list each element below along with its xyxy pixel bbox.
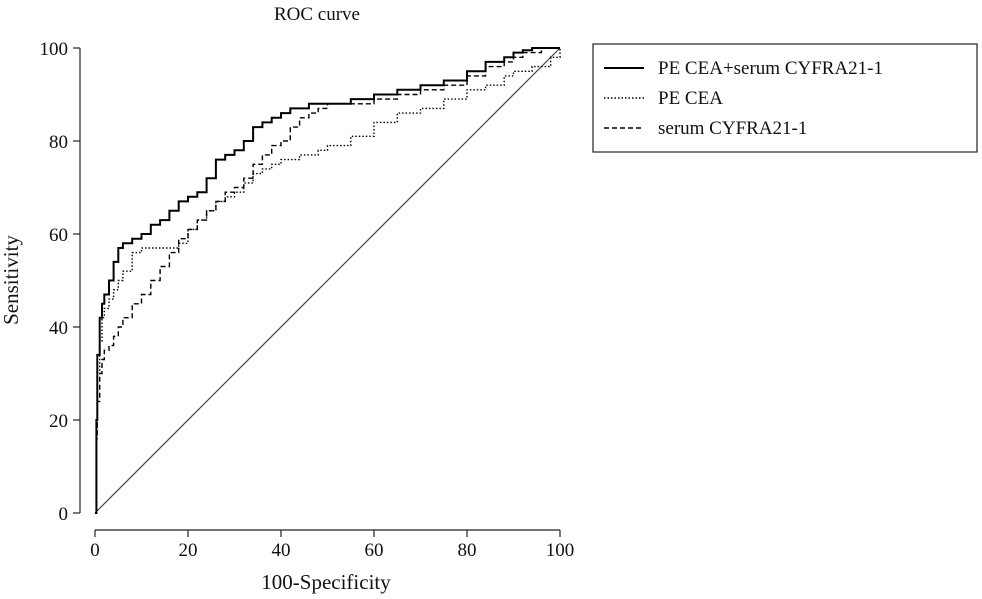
- y-tick-label: 60: [49, 225, 68, 246]
- x-tick-label: 40: [272, 540, 291, 561]
- y-tick-label: 0: [59, 504, 69, 525]
- legend-label-combined: PE CEA+serum CYFRA21-1: [658, 58, 883, 79]
- y-tick-label: 40: [49, 318, 68, 339]
- legend-label-cyfra: serum CYFRA21-1: [658, 118, 807, 139]
- roc-series-line-2: [95, 47, 560, 514]
- x-tick-label: 20: [179, 540, 198, 561]
- y-tick-label: 80: [49, 132, 68, 153]
- legend: PE CEA+serum CYFRA21-1 PE CEA serum CYFR…: [592, 43, 978, 153]
- legend-box: [592, 43, 978, 153]
- x-tick-label: 0: [90, 540, 100, 561]
- axes: 0 20 40 60 80 100 0 20 40 60 80 100: [40, 39, 575, 561]
- reference-diagonal-line: [94, 47, 561, 514]
- y-tick-label: 20: [49, 411, 68, 432]
- y-axis-label: Sensitivity: [0, 235, 23, 325]
- legend-label-pe-cea: PE CEA: [658, 88, 723, 109]
- x-tick-label: 80: [458, 540, 477, 561]
- x-tick-label: 100: [546, 540, 575, 561]
- x-axis-label: 100-Specificity: [261, 570, 391, 594]
- plot-area: [94, 47, 561, 514]
- y-tick-label: 100: [40, 39, 69, 60]
- x-tick-label: 60: [365, 540, 384, 561]
- chart-title: ROC curve: [274, 4, 360, 25]
- roc-series-line-1: [95, 48, 561, 514]
